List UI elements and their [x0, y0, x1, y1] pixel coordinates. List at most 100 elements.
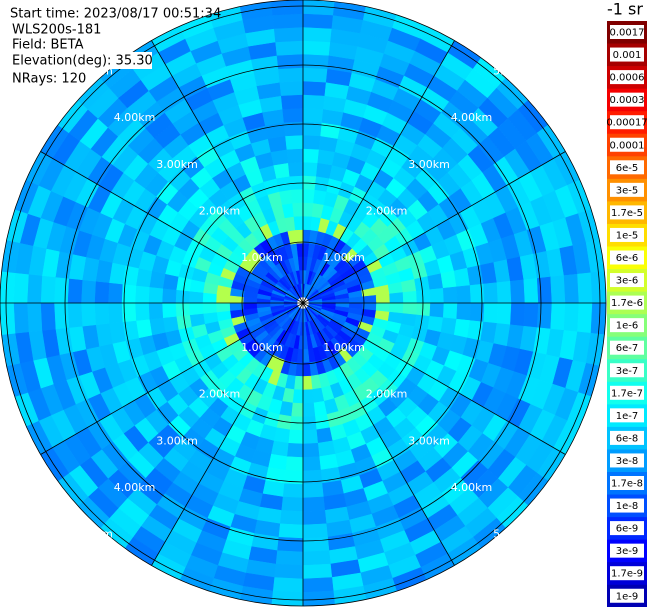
scan-cell [302, 375, 313, 391]
colorbar-label: 6e-6 [616, 253, 639, 264]
scan-cell [215, 302, 231, 313]
scan-cell [302, 107, 324, 123]
scan-cell [302, 362, 311, 377]
scan-cell [429, 287, 445, 304]
scan-cell [273, 162, 290, 179]
ring-label: 4.00km [451, 481, 493, 494]
scan-cell [402, 290, 418, 304]
colorbar-label: 6e-7 [616, 343, 639, 354]
spoke [302, 302, 566, 455]
scan-cell [302, 483, 324, 499]
colorbar-label: 1.7e-9 [611, 569, 643, 580]
scan-cell [134, 302, 150, 321]
colorbar-label-bg [610, 250, 644, 265]
scan-cell [302, 40, 331, 56]
scan-cell [302, 523, 328, 539]
ring-label: 2.00km [199, 204, 241, 217]
scan-cell [26, 302, 43, 333]
ring-label: 4.00km [114, 481, 156, 494]
ring-label: 2.00km [199, 388, 241, 401]
scan-cell [362, 295, 377, 304]
scan-cell [302, 161, 319, 177]
ring-label: 5.00km [71, 527, 113, 540]
scan-cell [107, 302, 123, 324]
scan-cell [40, 302, 56, 331]
colorbar-label: 3e-7 [616, 366, 639, 377]
scan-cell [53, 302, 70, 330]
scan-cell [389, 302, 404, 314]
colorbar-label-bg [610, 25, 644, 39]
scan-cell [550, 275, 566, 304]
scan-cell [302, 13, 334, 29]
colorbar: 0.0017 0.001 0.0006 0.0003 0.00017 0.0001 6e-5… [606, 21, 647, 607]
scan-cell [80, 279, 96, 304]
scan-cell [13, 302, 29, 334]
ring-label: 3.00km [408, 434, 450, 447]
colorbar-label-bg [610, 588, 644, 603]
ring-label: 5.00km [493, 527, 535, 540]
scan-cell [563, 302, 580, 333]
scan-cell [175, 289, 190, 304]
scan-cell [302, 510, 327, 526]
scan-cell [302, 389, 314, 404]
scan-cell [302, 134, 321, 150]
scan-cell [272, 577, 304, 593]
colorbar-label: 6e-8 [616, 433, 639, 444]
scan-cell [442, 302, 458, 320]
scan-cell [456, 302, 472, 321]
scan-cell [293, 215, 304, 231]
scan-cell [290, 188, 304, 204]
scan-cell [292, 202, 304, 217]
ring-label: 2.00km [366, 388, 408, 401]
scan-cell [289, 175, 304, 190]
scan-cell [302, 67, 328, 83]
scan-cell [40, 275, 56, 304]
colorbar-label: 1e-5 [616, 230, 639, 241]
ring-label: 2.00km [366, 204, 408, 217]
scan-cell [402, 302, 418, 316]
scan-cell [161, 302, 177, 319]
scan-cell [302, 148, 320, 164]
ring-label: 4.00km [114, 111, 156, 124]
field: Field: BETA [12, 38, 84, 53]
scan-cell [510, 279, 526, 304]
scan-cell [282, 483, 304, 499]
colorbar-label: 6e-9 [616, 524, 639, 535]
scan-cell [276, 536, 304, 553]
colorbar-label: 3e-8 [616, 456, 639, 467]
scan-cell [188, 290, 204, 304]
scan-cell [80, 302, 96, 327]
instrument: WLS200s-181 [12, 23, 101, 38]
scan-cell [523, 278, 539, 304]
scan-cell [271, 0, 304, 16]
ring-label: 1.00km [241, 251, 283, 264]
scan-cell [302, 550, 331, 566]
colorbar-label: 0.0001 [610, 140, 645, 151]
scan-cell [280, 496, 304, 512]
scan-cell [0, 302, 16, 335]
scan-cell [302, 402, 316, 418]
ring-label: 3.00km [156, 158, 198, 171]
colorbar-label-bg [610, 70, 644, 85]
colorbar-label: 6e-5 [616, 163, 639, 174]
colorbar-label-bg [610, 521, 644, 536]
scan-cell [282, 107, 304, 123]
ring-label: 3.00km [408, 158, 450, 171]
colorbar-label: 1e-9 [616, 591, 639, 602]
scan-cell [295, 229, 304, 244]
scan-cell [302, 429, 319, 445]
scan-cell [148, 286, 164, 304]
scan-cell [302, 577, 334, 593]
colorbar-label: 3e-6 [616, 276, 639, 287]
scan-cell [375, 293, 391, 304]
scan-cell [292, 389, 304, 404]
scan-cell [427, 273, 444, 290]
scan-cell [523, 302, 539, 328]
polar-grid [0, 0, 607, 607]
colorbar-label-bg [610, 566, 644, 581]
colorbar-label-bg [610, 453, 644, 468]
scan-cell [67, 302, 83, 328]
scan-cell [416, 302, 431, 317]
colorbar-label-bg [610, 340, 644, 355]
scan-cell [278, 67, 304, 83]
